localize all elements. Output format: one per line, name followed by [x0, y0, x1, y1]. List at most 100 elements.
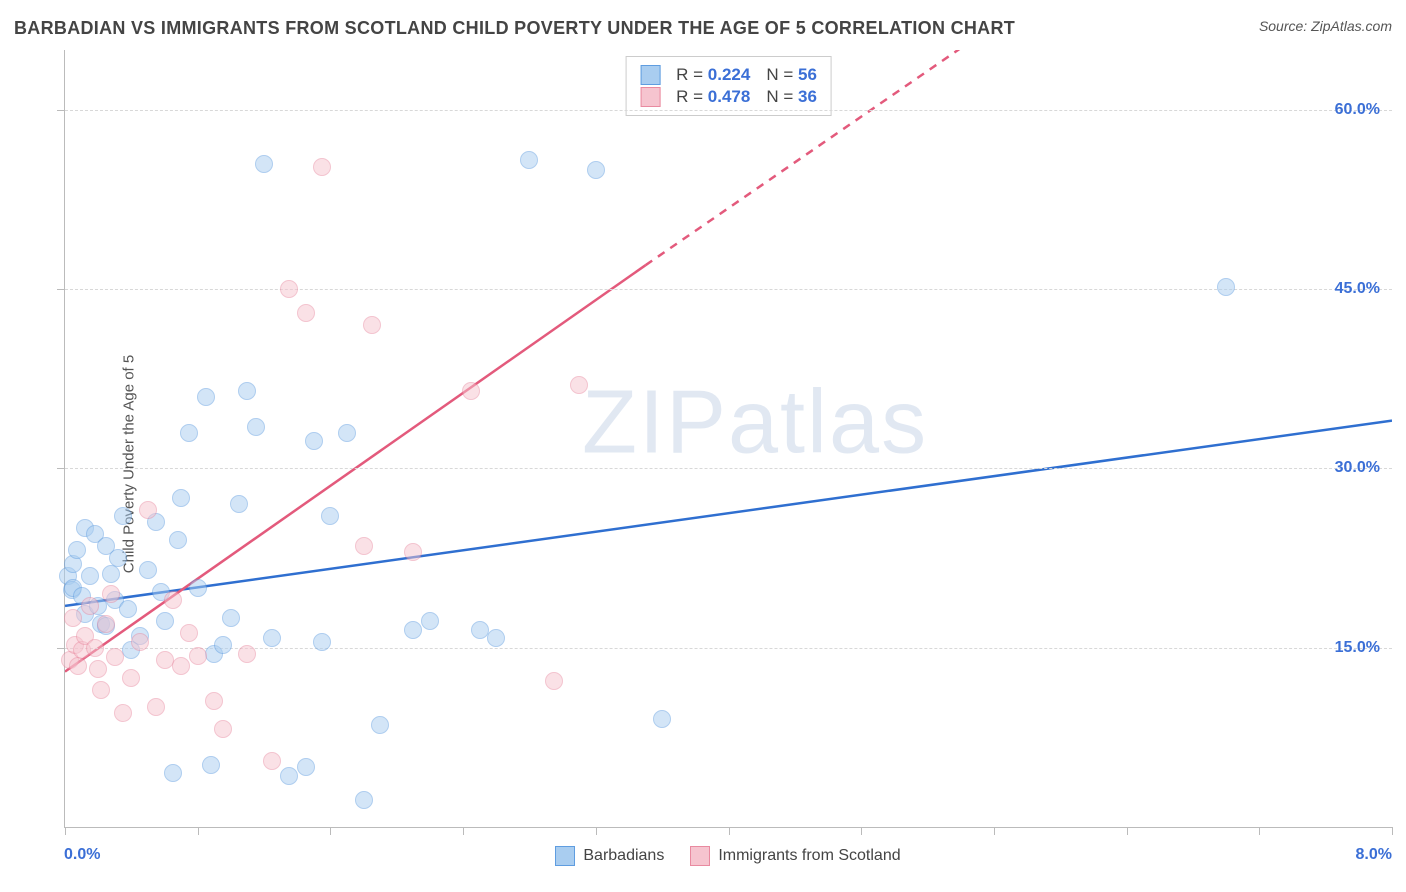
x-tick-min: 0.0%	[64, 846, 100, 864]
scatter-point	[76, 519, 94, 537]
scatter-point	[92, 615, 110, 633]
scatter-point	[66, 636, 84, 654]
scatter-point	[263, 629, 281, 647]
scatter-point	[313, 158, 331, 176]
legend-item-2: Immigrants from Scotland	[690, 846, 900, 866]
scatter-point	[363, 316, 381, 334]
y-tick	[57, 289, 65, 290]
scatter-point	[97, 615, 115, 633]
scatter-point	[297, 304, 315, 322]
scatter-point	[92, 681, 110, 699]
scatter-point	[102, 585, 120, 603]
scatter-point	[371, 716, 389, 734]
n-label: N =	[766, 87, 793, 106]
scatter-point	[68, 541, 86, 559]
scatter-point	[189, 647, 207, 665]
plot-region: ZIPatlas R = 0.224 N = 56 R = 0.478 N = …	[64, 50, 1392, 828]
scatter-point	[122, 641, 140, 659]
scatter-point	[147, 698, 165, 716]
legend-swatch-2	[690, 846, 710, 866]
scatter-point	[156, 651, 174, 669]
scatter-point	[119, 600, 137, 618]
scatter-point	[156, 612, 174, 630]
scatter-point	[1217, 278, 1235, 296]
scatter-point	[214, 720, 232, 738]
scatter-point	[109, 549, 127, 567]
scatter-point	[122, 669, 140, 687]
scatter-point	[205, 692, 223, 710]
y-tick-label: 45.0%	[1335, 280, 1380, 298]
scatter-point	[172, 489, 190, 507]
scatter-point	[73, 587, 91, 605]
scatter-point	[587, 161, 605, 179]
scatter-point	[487, 629, 505, 647]
scatter-point	[81, 597, 99, 615]
scatter-point	[305, 432, 323, 450]
scatter-point	[131, 627, 149, 645]
scatter-point	[76, 605, 94, 623]
scatter-point	[114, 704, 132, 722]
swatch-series-1	[640, 65, 660, 85]
scatter-point	[89, 597, 107, 615]
scatter-point	[404, 621, 422, 639]
scatter-point	[338, 424, 356, 442]
scatter-point	[471, 621, 489, 639]
legend-swatch-1	[555, 846, 575, 866]
x-tick	[1392, 827, 1393, 835]
y-tick	[57, 468, 65, 469]
scatter-point	[59, 567, 77, 585]
scatter-point	[189, 579, 207, 597]
scatter-point	[164, 764, 182, 782]
source-link[interactable]: ZipAtlas.com	[1311, 18, 1392, 34]
r-value-2: 0.478	[708, 87, 751, 106]
scatter-point	[404, 543, 422, 561]
scatter-point	[86, 525, 104, 543]
scatter-point	[61, 651, 79, 669]
y-tick-label: 60.0%	[1335, 101, 1380, 119]
scatter-point	[172, 657, 190, 675]
scatter-point	[139, 561, 157, 579]
scatter-point	[653, 710, 671, 728]
r-label: R =	[676, 87, 703, 106]
n-value-2: 36	[798, 87, 817, 106]
scatter-point	[147, 513, 165, 531]
scatter-point	[102, 565, 120, 583]
scatter-point	[520, 151, 538, 169]
regression-lines	[65, 50, 1392, 827]
scatter-point	[180, 624, 198, 642]
r-value-1: 0.224	[708, 65, 751, 84]
scatter-point	[180, 424, 198, 442]
source-attribution: Source: ZipAtlas.com	[1259, 18, 1392, 34]
scatter-point	[545, 672, 563, 690]
stats-row-series-2: R = 0.478 N = 36	[640, 87, 817, 107]
gridline-h	[65, 468, 1392, 469]
scatter-point	[321, 507, 339, 525]
scatter-point	[255, 155, 273, 173]
x-tick-max: 8.0%	[1356, 846, 1392, 864]
scatter-point	[64, 555, 82, 573]
scatter-point	[63, 581, 81, 599]
scatter-point	[164, 591, 182, 609]
scatter-point	[76, 627, 94, 645]
scatter-point	[64, 579, 82, 597]
scatter-point	[421, 612, 439, 630]
scatter-point	[355, 791, 373, 809]
scatter-point	[355, 537, 373, 555]
legend-item-1: Barbadians	[555, 846, 664, 866]
scatter-point	[106, 648, 124, 666]
gridline-h	[65, 289, 1392, 290]
y-tick	[57, 648, 65, 649]
scatter-point	[73, 641, 91, 659]
scatter-point	[197, 388, 215, 406]
scatter-point	[297, 758, 315, 776]
gridline-h	[65, 110, 1392, 111]
scatter-point	[169, 531, 187, 549]
chart-title: BARBADIAN VS IMMIGRANTS FROM SCOTLAND CH…	[14, 18, 1015, 38]
title-bar: BARBADIAN VS IMMIGRANTS FROM SCOTLAND CH…	[14, 18, 1392, 48]
scatter-point	[570, 376, 588, 394]
scatter-point	[69, 657, 87, 675]
scatter-point	[81, 567, 99, 585]
gridline-h	[65, 648, 1392, 649]
scatter-point	[139, 501, 157, 519]
n-label: N =	[766, 65, 793, 84]
